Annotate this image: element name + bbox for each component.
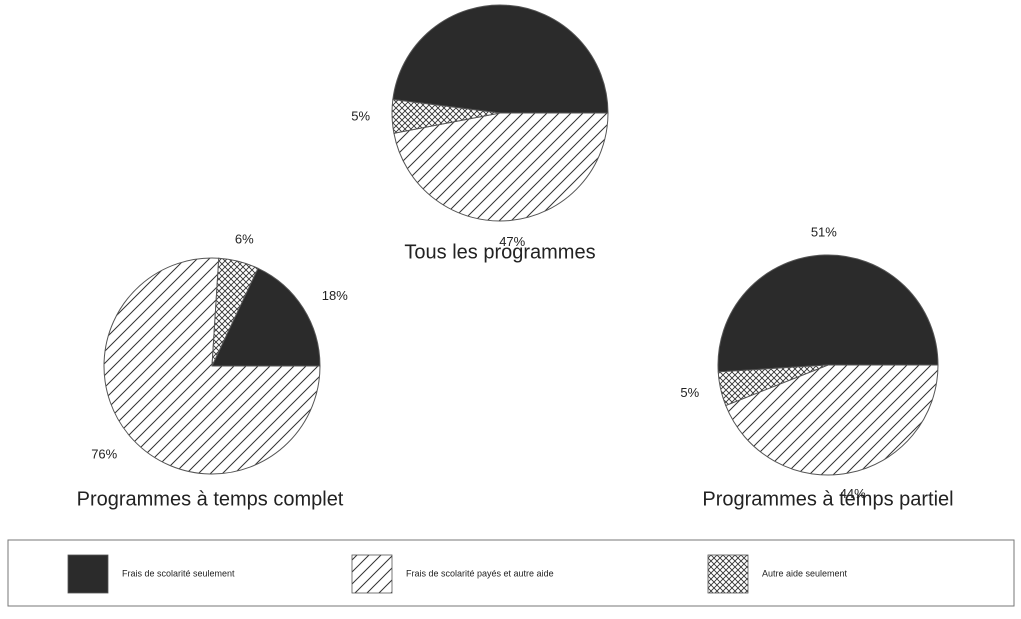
legend-swatch: [351, 554, 393, 594]
pie-slice: [717, 254, 939, 373]
value-label: 5%: [351, 109, 370, 124]
legend-swatch: [67, 554, 109, 594]
pie-slice: [211, 267, 321, 367]
pie-title: Programmes à temps partiel: [702, 488, 953, 510]
pie-title: Programmes à temps complet: [77, 488, 344, 510]
value-label: 5%: [680, 385, 699, 400]
value-label: 76%: [91, 446, 117, 461]
value-label: 18%: [322, 288, 348, 303]
pie-slice: [717, 364, 829, 407]
legend-label: Frais de scolarité seulement: [122, 568, 235, 578]
pie-slice: [103, 257, 321, 475]
pie-title: Tous les programmes: [404, 241, 595, 263]
value-label: 47%: [499, 234, 525, 249]
pie-slice: [725, 364, 939, 476]
legend-box: [7, 539, 1015, 607]
value-label: 51%: [811, 225, 837, 240]
pie-slice: [211, 257, 259, 367]
legend-label: Frais de scolarité payés et autre aide: [406, 568, 554, 578]
value-label: 44%: [840, 486, 866, 501]
legend-swatch: [707, 554, 749, 594]
pie-slice: [391, 98, 501, 134]
pie-slice: [392, 4, 609, 114]
value-label: 6%: [235, 232, 254, 247]
legend-label: Autre aide seulement: [762, 568, 848, 578]
pie-slice: [393, 112, 609, 222]
